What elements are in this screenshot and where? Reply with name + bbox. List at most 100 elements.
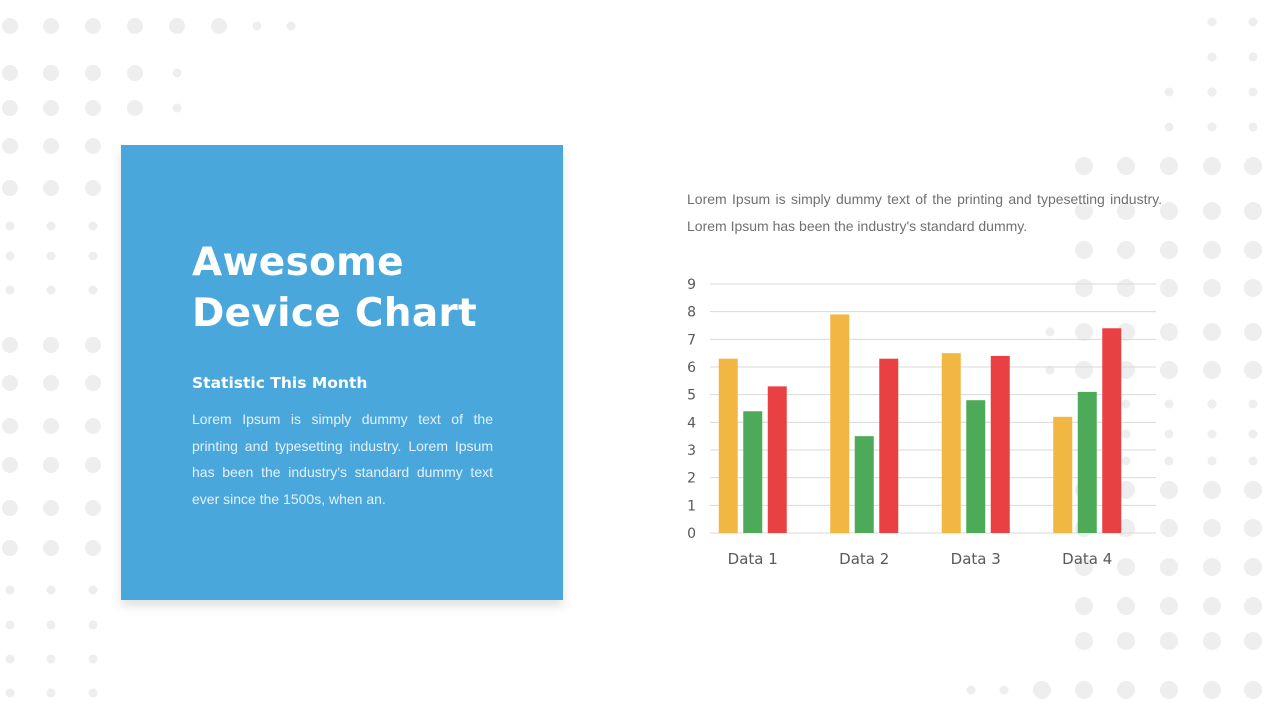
background-dot — [1117, 323, 1135, 341]
bar — [990, 355, 1010, 533]
background-dot — [43, 500, 59, 516]
background-dot — [1244, 279, 1262, 297]
background-dot — [1075, 323, 1093, 341]
background-dot — [1207, 429, 1217, 439]
bar — [1053, 416, 1073, 533]
y-tick-label: 7 — [687, 332, 696, 348]
background-dot — [46, 620, 56, 630]
background-dot — [1117, 632, 1135, 650]
background-dot — [46, 251, 56, 261]
background-dot — [1164, 122, 1174, 132]
background-dot — [1164, 399, 1174, 409]
background-dot — [2, 100, 18, 116]
x-tick-label: Data 1 — [728, 550, 778, 568]
background-dot — [1160, 481, 1178, 499]
y-tick-label: 6 — [687, 360, 696, 376]
background-dot — [88, 251, 98, 261]
background-dot — [1203, 558, 1221, 576]
background-dot — [1160, 157, 1178, 175]
background-dot — [85, 65, 101, 81]
background-dot — [1075, 361, 1093, 379]
background-dot — [2, 457, 18, 473]
background-dot — [1203, 681, 1221, 699]
background-dot — [85, 180, 101, 196]
background-dot — [43, 418, 59, 434]
bar-chart: 0 1 2 3 4 5 6 7 8 9 Data 1 Data 2 Data 3 Data 4 — [687, 277, 1156, 568]
background-dot — [2, 180, 18, 196]
background-dot — [1248, 429, 1258, 439]
background-dot — [1207, 456, 1217, 466]
background-dot — [85, 18, 101, 34]
bar — [879, 358, 899, 533]
background-dot — [43, 540, 59, 556]
background-dot — [1160, 597, 1178, 615]
background-dot — [1244, 681, 1262, 699]
bar — [941, 353, 961, 533]
background-dot — [1117, 558, 1135, 576]
bar — [854, 436, 874, 533]
background-dot — [966, 685, 976, 695]
background-dot — [1248, 52, 1258, 62]
background-dot — [46, 285, 56, 295]
background-dot — [1248, 456, 1258, 466]
background-dot — [85, 457, 101, 473]
background-dot — [1160, 632, 1178, 650]
background-dot — [1203, 279, 1221, 297]
y-tick-label: 2 — [687, 471, 696, 487]
page-title: Awesome Device Chart — [192, 237, 532, 339]
background-dot — [286, 21, 296, 31]
background-dot — [46, 221, 56, 231]
background-dot — [169, 18, 185, 34]
background-dot — [999, 685, 1009, 695]
y-tick-label: 3 — [687, 443, 696, 459]
x-tick-label: Data 4 — [1062, 550, 1112, 568]
background-dot — [43, 65, 59, 81]
background-dot — [1203, 361, 1221, 379]
background-dot — [1075, 597, 1093, 615]
background-dot — [1033, 681, 1051, 699]
bar — [966, 400, 986, 533]
background-dot — [1117, 157, 1135, 175]
background-dot — [1075, 558, 1093, 576]
page-title-line-1: Awesome — [192, 240, 404, 285]
background-dot — [85, 375, 101, 391]
page-title-line-2: Device Chart — [192, 291, 477, 336]
background-dot — [1164, 429, 1174, 439]
background-dot — [85, 100, 101, 116]
background-dot — [1207, 399, 1217, 409]
background-dot — [211, 18, 227, 34]
background-dot — [1121, 429, 1131, 439]
y-tick-label: 5 — [687, 388, 696, 404]
background-dot — [46, 654, 56, 664]
background-dot — [46, 688, 56, 698]
bar — [1102, 328, 1122, 533]
bar — [767, 386, 787, 533]
background-dot — [2, 500, 18, 516]
background-dot — [88, 585, 98, 595]
background-dot — [2, 65, 18, 81]
background-dot — [5, 620, 15, 630]
y-tick-label: 1 — [687, 498, 696, 514]
background-dot — [1244, 519, 1262, 537]
background-dot — [43, 337, 59, 353]
background-dot — [43, 457, 59, 473]
chart-intro-text: Lorem Ipsum is simply dummy text of the … — [687, 191, 1162, 234]
background-dot — [252, 21, 262, 31]
background-dot — [2, 375, 18, 391]
background-dot — [127, 18, 143, 34]
background-dot — [1244, 241, 1262, 259]
background-dot — [1121, 456, 1131, 466]
background-dot — [1248, 87, 1258, 97]
x-tick-label: Data 2 — [839, 550, 889, 568]
background-dot — [1075, 681, 1093, 699]
background-dot — [85, 138, 101, 154]
background-dot — [1244, 558, 1262, 576]
background-dot — [1160, 323, 1178, 341]
background-dot — [1244, 597, 1262, 615]
background-dot — [1075, 632, 1093, 650]
background-dot — [5, 654, 15, 664]
y-tick-label: 0 — [687, 526, 696, 542]
background-dot — [1203, 241, 1221, 259]
background-dot — [1203, 597, 1221, 615]
background-dot — [2, 138, 18, 154]
